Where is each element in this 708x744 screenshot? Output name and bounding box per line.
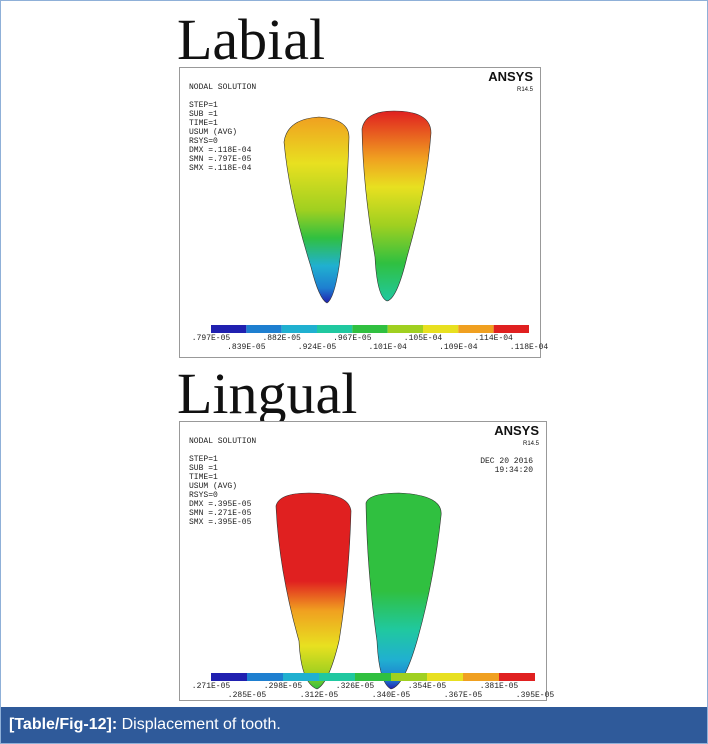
panel-title: Labial: [177, 7, 325, 72]
caption: [Table/Fig-12]: Displacement of tooth.: [1, 707, 707, 743]
info-line: TIME=1: [189, 119, 218, 128]
colorbar-cell: [355, 673, 391, 681]
info-line: TIME=1: [189, 473, 218, 482]
info-line: SMX =.395E-05: [189, 518, 252, 527]
ansys-version: R14.5: [523, 441, 540, 447]
legend-label: .271E-05: [192, 682, 231, 691]
info-line: RSYS=0: [189, 137, 218, 146]
info-line: USUM (AVG): [189, 482, 237, 491]
colorbar-cell: [352, 325, 387, 333]
colorbar-cell: [282, 325, 317, 333]
legend-label: .109E-04: [439, 343, 478, 352]
info-line: SMN =.271E-05: [189, 509, 252, 518]
legend-label: .354E-05: [408, 682, 447, 691]
colorbar-cell: [463, 673, 499, 681]
info-line: SMX =.118E-04: [189, 164, 252, 173]
panel-date: DEC 20 2016: [480, 457, 533, 466]
legend-label: .882E-05: [262, 334, 301, 343]
info-line: DMX =.395E-05: [189, 500, 252, 509]
info-line: DMX =.118E-04: [189, 146, 252, 155]
caption-text: Displacement of tooth.: [122, 716, 281, 733]
colorbar-cell: [499, 673, 535, 681]
legend-label: .797E-05: [192, 334, 231, 343]
legend-label: .105E-04: [404, 334, 443, 343]
ansys-version: R14.5: [517, 87, 534, 93]
colorbar-cell: [319, 673, 355, 681]
panel-time: 19:34:20: [495, 466, 534, 475]
legend-label: .395E-05: [516, 691, 555, 700]
legend-label: .381E-05: [480, 682, 519, 691]
legend-label: .340E-05: [372, 691, 411, 700]
legend-label: .298E-05: [264, 682, 303, 691]
legend-label: .924E-05: [298, 343, 337, 352]
colorbar-cell: [246, 325, 281, 333]
colorbar-cell: [423, 325, 458, 333]
panel-header: NODAL SOLUTION: [189, 437, 256, 446]
info-line: SUB =1: [189, 110, 218, 119]
ansys-logo: ANSYS: [494, 423, 539, 438]
colorbar-cell: [388, 325, 423, 333]
info-line: RSYS=0: [189, 491, 218, 500]
info-line: SMN =.797E-05: [189, 155, 252, 164]
legend-label: .285E-05: [228, 691, 267, 700]
panel-frame: [180, 68, 541, 358]
colorbar-cell: [211, 673, 247, 681]
legend-label: .101E-04: [368, 343, 407, 352]
legend-label: .326E-05: [336, 682, 375, 691]
colorbar-cell: [283, 673, 319, 681]
legend-label: .118E-04: [510, 343, 549, 352]
legend-label: .967E-05: [333, 334, 372, 343]
ansys-logo: ANSYS: [488, 69, 533, 84]
colorbar-cell: [391, 673, 427, 681]
legend-label: .312E-05: [300, 691, 339, 700]
panel-title: Lingual: [177, 361, 357, 426]
colorbar-cell: [211, 325, 246, 333]
info-line: STEP=1: [189, 101, 218, 110]
legend-label: .367E-05: [444, 691, 483, 700]
colorbar-cell: [427, 673, 463, 681]
colorbar-cell: [247, 673, 283, 681]
info-line: USUM (AVG): [189, 128, 237, 137]
legend-label: .114E-04: [474, 334, 513, 343]
info-line: STEP=1: [189, 455, 218, 464]
colorbar-cell: [458, 325, 493, 333]
info-line: SUB =1: [189, 464, 218, 473]
caption-label: [Table/Fig-12]:: [9, 716, 117, 733]
panel: NODAL SOLUTION ANSYS R14.5 DEC 20 201619:34…: [180, 422, 555, 701]
colorbar-cell: [494, 325, 529, 333]
colorbar-cell: [317, 325, 352, 333]
panel-header: NODAL SOLUTION: [189, 83, 256, 92]
legend-label: .839E-05: [227, 343, 266, 352]
figure: LabialNODAL SOLUTIONANSYSR14.5STEP=1SUB …: [0, 0, 708, 744]
